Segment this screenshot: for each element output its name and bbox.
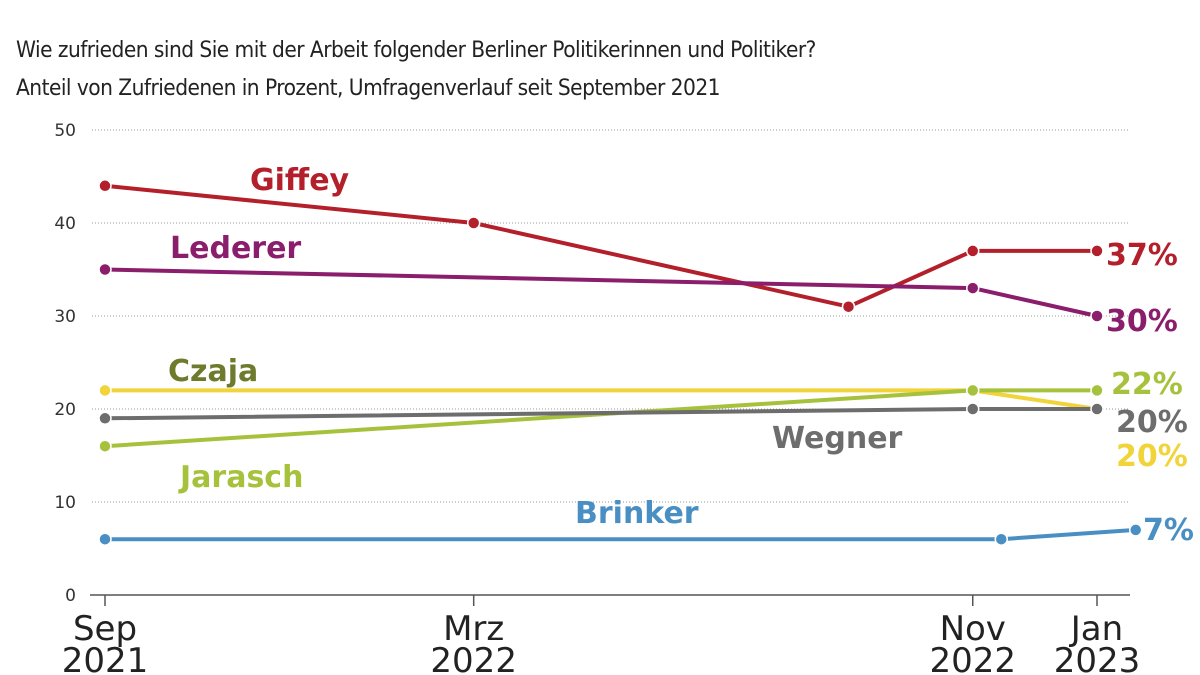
end-value-label-lederer: 30% [1106,304,1178,339]
series-label-czaja: Czaja [168,354,258,389]
series-line-wegner [104,407,1097,421]
series-label-lederer: Lederer [170,231,301,266]
data-point-lederer [1090,309,1104,323]
data-point-wegner [965,402,980,416]
data-point-czaja [98,383,112,398]
series-label-giffey: Giffey [250,163,350,198]
end-value-label-jarasch: 22% [1111,367,1183,402]
series-line-brinker [105,527,1136,542]
end-value-label-giffey: 37% [1106,238,1178,273]
data-point-wegner [98,411,112,426]
data-point-giffey [841,299,856,314]
x-tick-label: Jan 2023 [1054,609,1141,675]
data-point-jarasch [1090,383,1104,398]
y-tick-label: 40 [54,214,76,234]
data-point-brinker [1128,523,1143,537]
data-point-jarasch [965,383,980,398]
chart-subtitle-question: Wie zufrieden sind Sie mit der Arbeit fo… [16,38,816,63]
data-point-giffey [466,216,481,230]
end-value-label-czaja: 20% [1116,439,1188,474]
x-tick-label: Nov 2022 [929,609,1016,675]
y-tick-label: 50 [54,121,76,141]
data-point-giffey [965,244,980,258]
data-point-brinker [994,532,1009,546]
y-tick-label: 10 [54,493,76,513]
data-point-lederer [965,281,980,295]
series-label-brinker: Brinker [575,496,699,531]
end-value-label-wegner: 20% [1116,405,1188,440]
x-tick-label: Mrz 2022 [430,609,517,675]
y-tick-label: 20 [54,400,76,420]
end-value-label-brinker: 7% [1143,513,1194,548]
chart-subtitle-description: Anteil von Zufriedenen in Prozent, Umfra… [16,76,721,101]
x-tick-label: Sep 2021 [62,609,149,675]
data-point-lederer [98,262,112,277]
series-line-lederer [104,267,1098,318]
data-point-jarasch [98,439,112,453]
data-point-wegner [1090,402,1104,416]
y-tick-label: 0 [65,586,76,606]
data-point-giffey [1090,244,1104,258]
y-tick-label: 30 [54,307,76,327]
series-label-wegner: Wegner [772,421,903,456]
data-point-brinker [98,532,112,546]
series-label-jarasch: Jarasch [178,460,303,495]
data-point-giffey [98,179,112,193]
